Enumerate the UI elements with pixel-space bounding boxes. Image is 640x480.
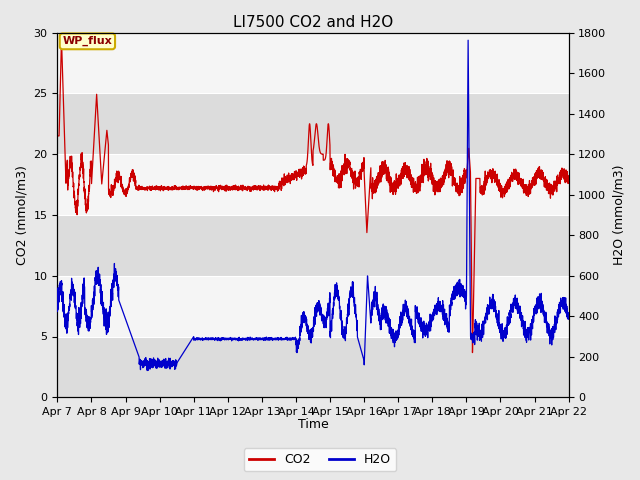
X-axis label: Time: Time <box>298 419 328 432</box>
Y-axis label: H2O (mmol/m3): H2O (mmol/m3) <box>612 165 625 265</box>
Bar <box>58 336 568 397</box>
Text: WP_flux: WP_flux <box>63 36 112 47</box>
Legend: CO2, H2O: CO2, H2O <box>244 448 396 471</box>
Bar <box>58 215 568 276</box>
Y-axis label: CO2 (mmol/m3): CO2 (mmol/m3) <box>15 165 28 265</box>
Bar <box>58 33 568 93</box>
Bar <box>58 93 568 154</box>
Title: LI7500 CO2 and H2O: LI7500 CO2 and H2O <box>233 15 393 30</box>
Bar <box>58 276 568 336</box>
Bar <box>58 154 568 215</box>
